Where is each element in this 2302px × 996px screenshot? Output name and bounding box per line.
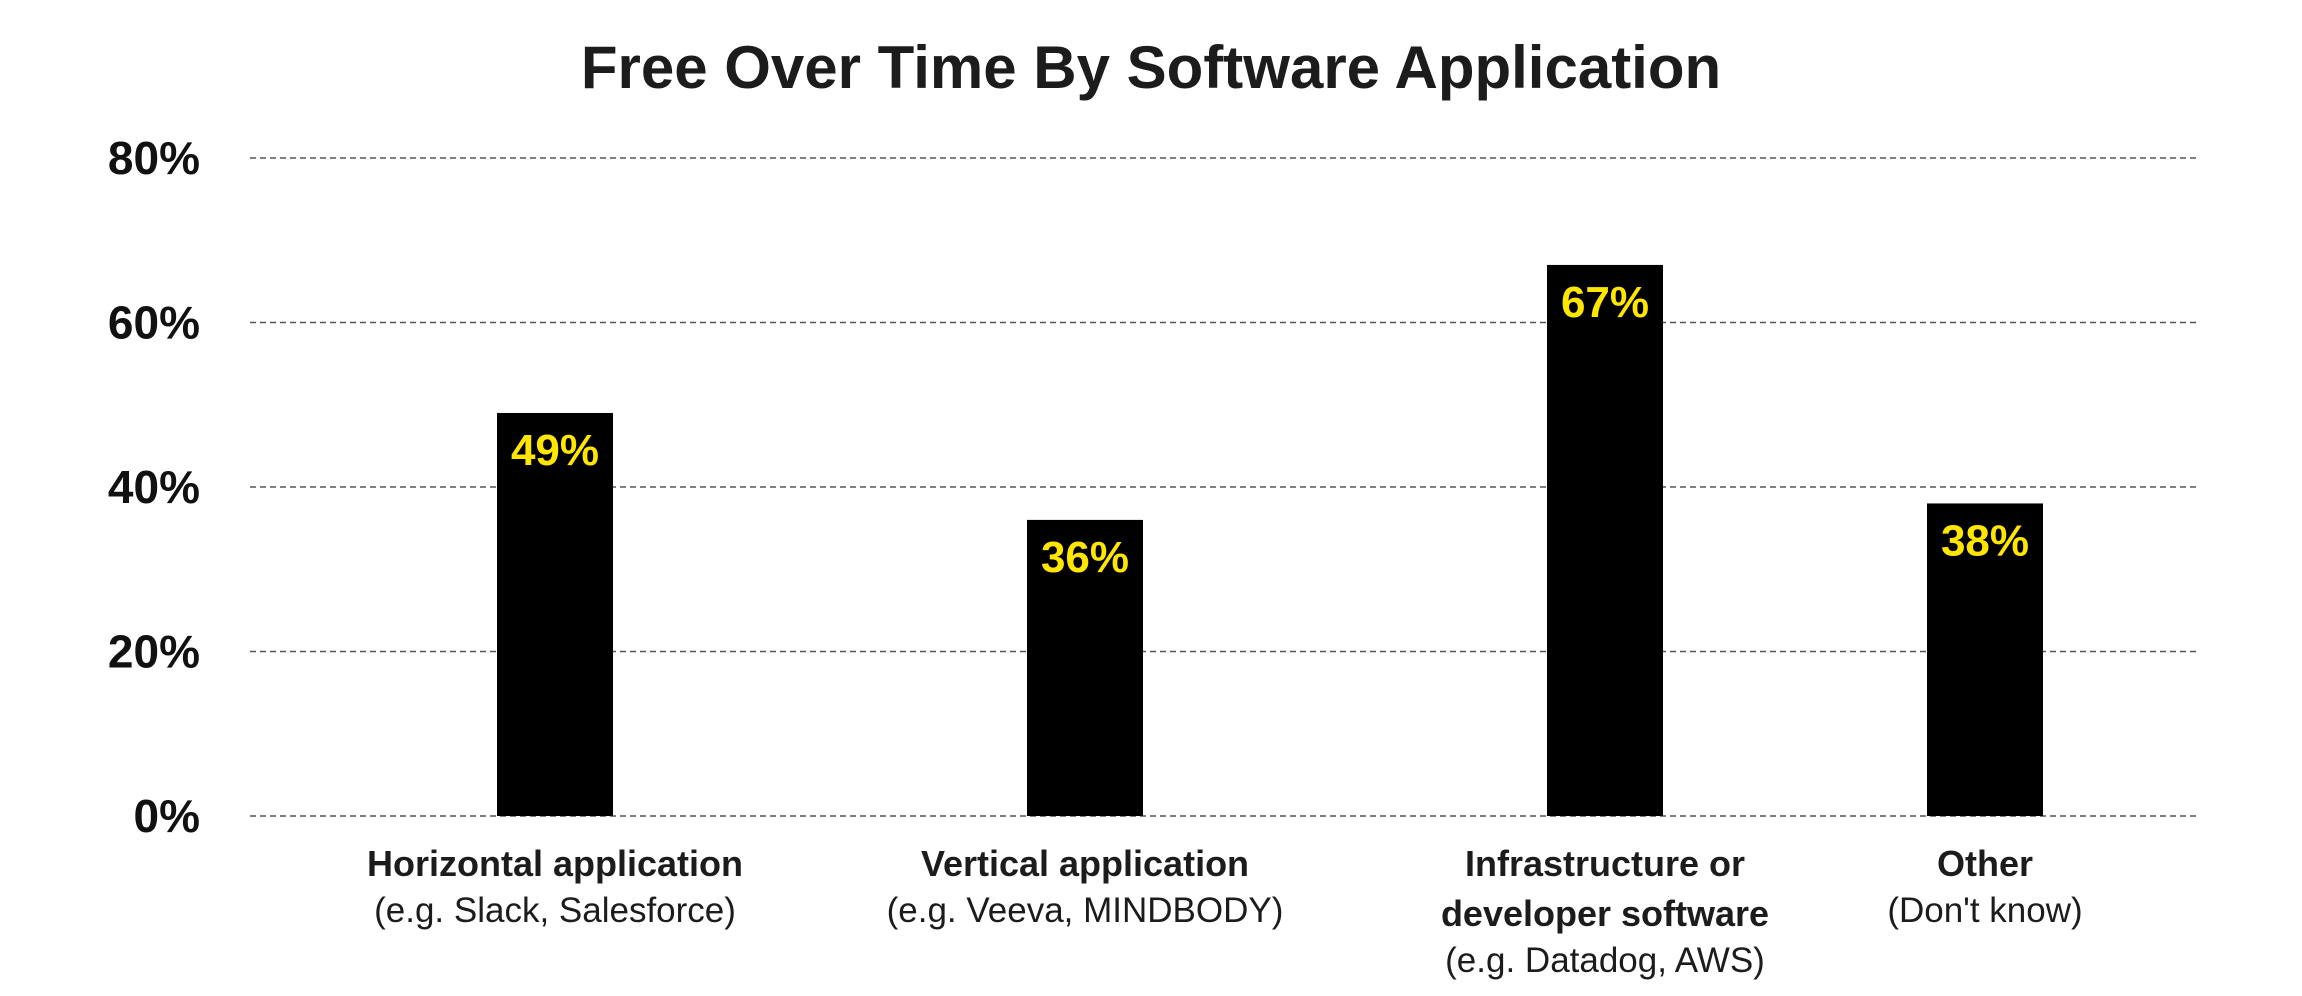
- bar: [497, 412, 613, 816]
- y-tick-label: 20%: [108, 626, 200, 678]
- bar-value-label: 67%: [1561, 278, 1649, 327]
- category-label: Horizontal application: [367, 843, 743, 884]
- bar: [1927, 503, 2043, 816]
- category-sublabel: (Don't know): [1887, 891, 2082, 930]
- category-label: Vertical application: [921, 843, 1249, 884]
- bar: [1027, 519, 1143, 816]
- category-sublabel: (e.g. Datadog, AWS): [1445, 941, 1765, 980]
- y-axis-ticks: 0% 20% 40% 60% 80%: [108, 132, 200, 842]
- y-tick-label: 0%: [134, 790, 200, 842]
- category-label: Infrastructure or: [1465, 843, 1745, 884]
- y-tick-label: 40%: [108, 461, 200, 513]
- bar-value-label: 36%: [1041, 533, 1129, 582]
- bar-value-label: 49%: [511, 426, 599, 475]
- bar: [1547, 264, 1663, 816]
- y-tick-label: 60%: [108, 297, 200, 349]
- category-label: developer software: [1441, 893, 1769, 934]
- category-sublabel: (e.g. Slack, Salesforce): [374, 891, 736, 930]
- chart-title: Free Over Time By Software Application: [581, 34, 1721, 101]
- bar-value-label: 38%: [1941, 516, 2029, 565]
- y-tick-label: 80%: [108, 132, 200, 184]
- category-labels: Horizontal application (e.g. Slack, Sales…: [367, 843, 2083, 980]
- bar-value-labels: 49% 36% 67% 38%: [511, 278, 2029, 582]
- bars: [497, 264, 2043, 816]
- category-sublabel: (e.g. Veeva, MINDBODY): [887, 891, 1284, 930]
- category-label: Other: [1937, 843, 2033, 884]
